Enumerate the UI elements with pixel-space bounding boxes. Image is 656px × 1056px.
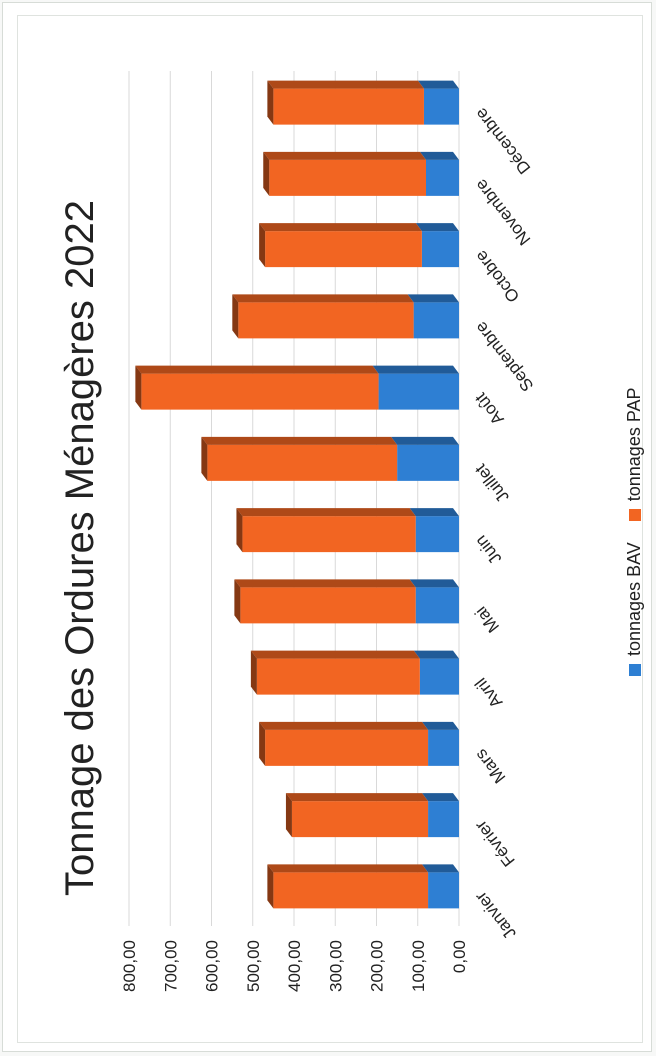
bar-side	[422, 793, 459, 802]
bar-side	[422, 864, 459, 873]
bar-top	[232, 294, 239, 339]
x-tick-label: Août	[471, 389, 508, 428]
bar-side	[201, 436, 398, 445]
bar-side	[409, 508, 459, 517]
bar-segment	[428, 801, 459, 838]
x-tick-label: Février	[471, 816, 519, 870]
y-tick-label: 0,00	[450, 940, 469, 973]
bar-segment	[238, 302, 414, 339]
bar-top	[267, 864, 274, 909]
bar-segment	[291, 801, 429, 838]
y-tick-label: 600,00	[203, 940, 222, 992]
y-tick-label: 400,00	[285, 940, 304, 992]
x-tick-label: Octobre	[471, 247, 523, 306]
y-tick-label: 500,00	[244, 940, 263, 992]
bar-side	[250, 650, 420, 659]
y-tick-label: 100,00	[409, 940, 428, 992]
x-tick-label: Avril	[471, 674, 506, 712]
bar-top	[259, 721, 266, 766]
bar-top	[285, 793, 292, 838]
bar-side	[407, 294, 459, 303]
bar-side	[232, 294, 414, 303]
bar-top	[259, 223, 266, 268]
x-tick-label: Mai	[471, 603, 503, 636]
legend-item-pap: tonnages PAP	[624, 387, 645, 522]
bar-side	[259, 223, 422, 232]
bar-side	[263, 151, 426, 160]
x-tick-label: Mars	[471, 745, 509, 786]
x-tick-label: Septembre	[471, 318, 537, 395]
bar-segment	[426, 159, 459, 196]
bar-segment	[141, 373, 379, 410]
bar-segment	[423, 88, 459, 125]
legend-swatch-bav	[629, 664, 641, 676]
bar-side	[417, 80, 459, 89]
bar-segment	[421, 231, 459, 268]
x-tick-label: Novembre	[471, 175, 534, 248]
y-tick-label: 700,00	[161, 940, 180, 992]
bar-side	[372, 365, 459, 374]
bar-segment	[415, 587, 459, 624]
bar-segment	[207, 444, 398, 481]
chart-area: Tonnage des Ordures Ménagères 2022 0,00 1…	[34, 28, 656, 1056]
chart-frame: Tonnage des Ordures Ménagères 2022 0,00 1…	[17, 15, 644, 1043]
bar-side	[236, 508, 416, 517]
bar-segment	[413, 302, 459, 339]
bar-top	[135, 365, 142, 410]
x-tick-label: Janvier	[471, 888, 520, 943]
chart-plot: 0,00 100,00 200,00 300,00 400,00 500,00 600,00…	[120, 71, 537, 992]
bar-side	[409, 579, 459, 588]
bar-side	[259, 721, 429, 730]
bar-segment	[378, 373, 459, 410]
bar-segment	[256, 658, 420, 695]
bar-segment	[242, 516, 416, 553]
bar-side	[420, 151, 459, 160]
bar-segment	[415, 516, 459, 553]
x-tick-label: Décembre	[471, 104, 534, 177]
bar-segment	[428, 872, 459, 909]
bar-top	[236, 508, 243, 553]
y-tick-label: 300,00	[326, 940, 345, 992]
x-tick-label: Juin	[471, 532, 505, 568]
bar-side	[267, 864, 429, 873]
bar-side	[234, 579, 416, 588]
bar-segment	[265, 231, 422, 268]
bar-side	[285, 793, 429, 802]
bar-side	[415, 223, 459, 232]
bar-segment	[240, 587, 416, 624]
bar-top	[263, 151, 270, 196]
legend-swatch-pap	[629, 509, 641, 522]
bar-side	[413, 650, 459, 659]
bar-side	[267, 80, 424, 89]
bar-top	[250, 650, 257, 695]
bar-segment	[428, 729, 459, 766]
bar-side	[422, 721, 459, 730]
legend-item-bav: tonnages BAV	[624, 542, 645, 676]
bar-top	[201, 436, 208, 481]
bar-top	[234, 579, 241, 624]
chart-legend: tonnages BAV tonnages PAP	[624, 371, 645, 676]
bar-segment	[419, 658, 459, 695]
legend-label-pap: tonnages PAP	[624, 387, 644, 502]
bar-segment	[273, 88, 424, 125]
bar-side	[135, 365, 379, 374]
bar-side	[391, 436, 459, 445]
bar-segment	[265, 729, 429, 766]
y-tick-label: 800,00	[120, 940, 139, 992]
bar-segment	[273, 872, 429, 909]
bar-top	[267, 80, 274, 125]
bar-segment	[397, 444, 459, 481]
bar-segment	[269, 159, 426, 196]
x-tick-label: Juillet	[471, 460, 513, 506]
legend-label-bav: tonnages BAV	[624, 542, 644, 656]
y-tick-label: 200,00	[368, 940, 387, 992]
